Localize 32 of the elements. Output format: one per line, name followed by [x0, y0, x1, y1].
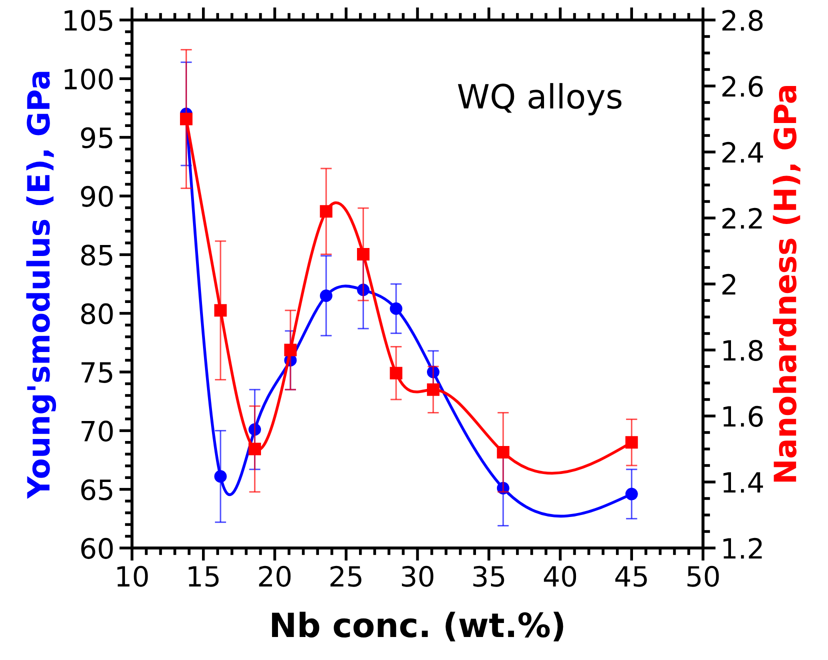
y-tick-label: 90 [81, 186, 113, 207]
x-tick-label: 25 [330, 566, 362, 587]
y-tick-label: 105 [64, 10, 112, 31]
y-axis-title: Young'smodulus (E), GPa [26, 72, 56, 499]
y2-tick-label: 1.6 [723, 406, 763, 427]
x-tick-label: 30 [402, 566, 434, 587]
x-tick-label: 45 [615, 566, 647, 587]
y2-tick-label: 2.6 [722, 76, 763, 97]
y2-tick-label: 1.2 [723, 538, 762, 559]
y-tick-label: 100 [64, 68, 113, 90]
y2-tick-label: 1.8 [723, 340, 763, 361]
annotation: WQ alloys [458, 83, 622, 116]
y2-tick-label: 2.4 [722, 142, 763, 163]
y-tick-label: 80 [81, 303, 113, 324]
y-tick-label: 95 [81, 127, 112, 148]
x-axis-title: Nb conc. (wt.%) [272, 612, 564, 642]
x-tick-label: 50 [687, 566, 719, 587]
y2-tick-label: 2 [722, 274, 736, 295]
x-tick-label: 15 [188, 566, 219, 587]
y-tick-label: 85 [81, 244, 112, 266]
y2-tick-label: 2.8 [722, 10, 763, 31]
y2-tick-label: 1.4 [723, 472, 763, 493]
x-tick-label: 40 [544, 566, 576, 587]
y-tick-label: 70 [82, 420, 113, 442]
x-tick-label: 20 [259, 566, 291, 587]
y2-axis-title: Nanohardness (H), GPa [772, 86, 800, 482]
x-tick-label: 10 [117, 566, 148, 587]
y-tick-label: 65 [81, 479, 112, 500]
y-tick-label: 75 [82, 362, 112, 383]
y-tick-label: 60 [81, 538, 113, 559]
y2-tick-label: 2.2 [722, 208, 762, 229]
x-tick-label: 35 [473, 566, 504, 587]
